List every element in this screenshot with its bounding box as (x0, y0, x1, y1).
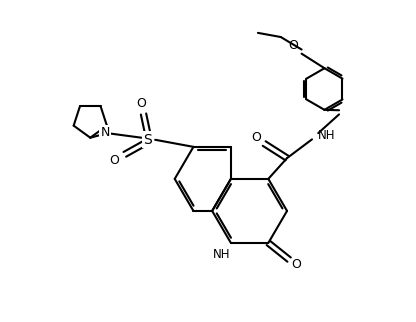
Text: O: O (292, 258, 302, 271)
Text: O: O (288, 39, 298, 52)
Text: S: S (143, 133, 152, 147)
Text: NH: NH (318, 129, 335, 142)
Text: O: O (109, 154, 119, 167)
Text: N: N (101, 126, 110, 139)
Text: O: O (251, 131, 261, 144)
Text: NH: NH (213, 248, 230, 261)
Text: O: O (136, 97, 146, 110)
